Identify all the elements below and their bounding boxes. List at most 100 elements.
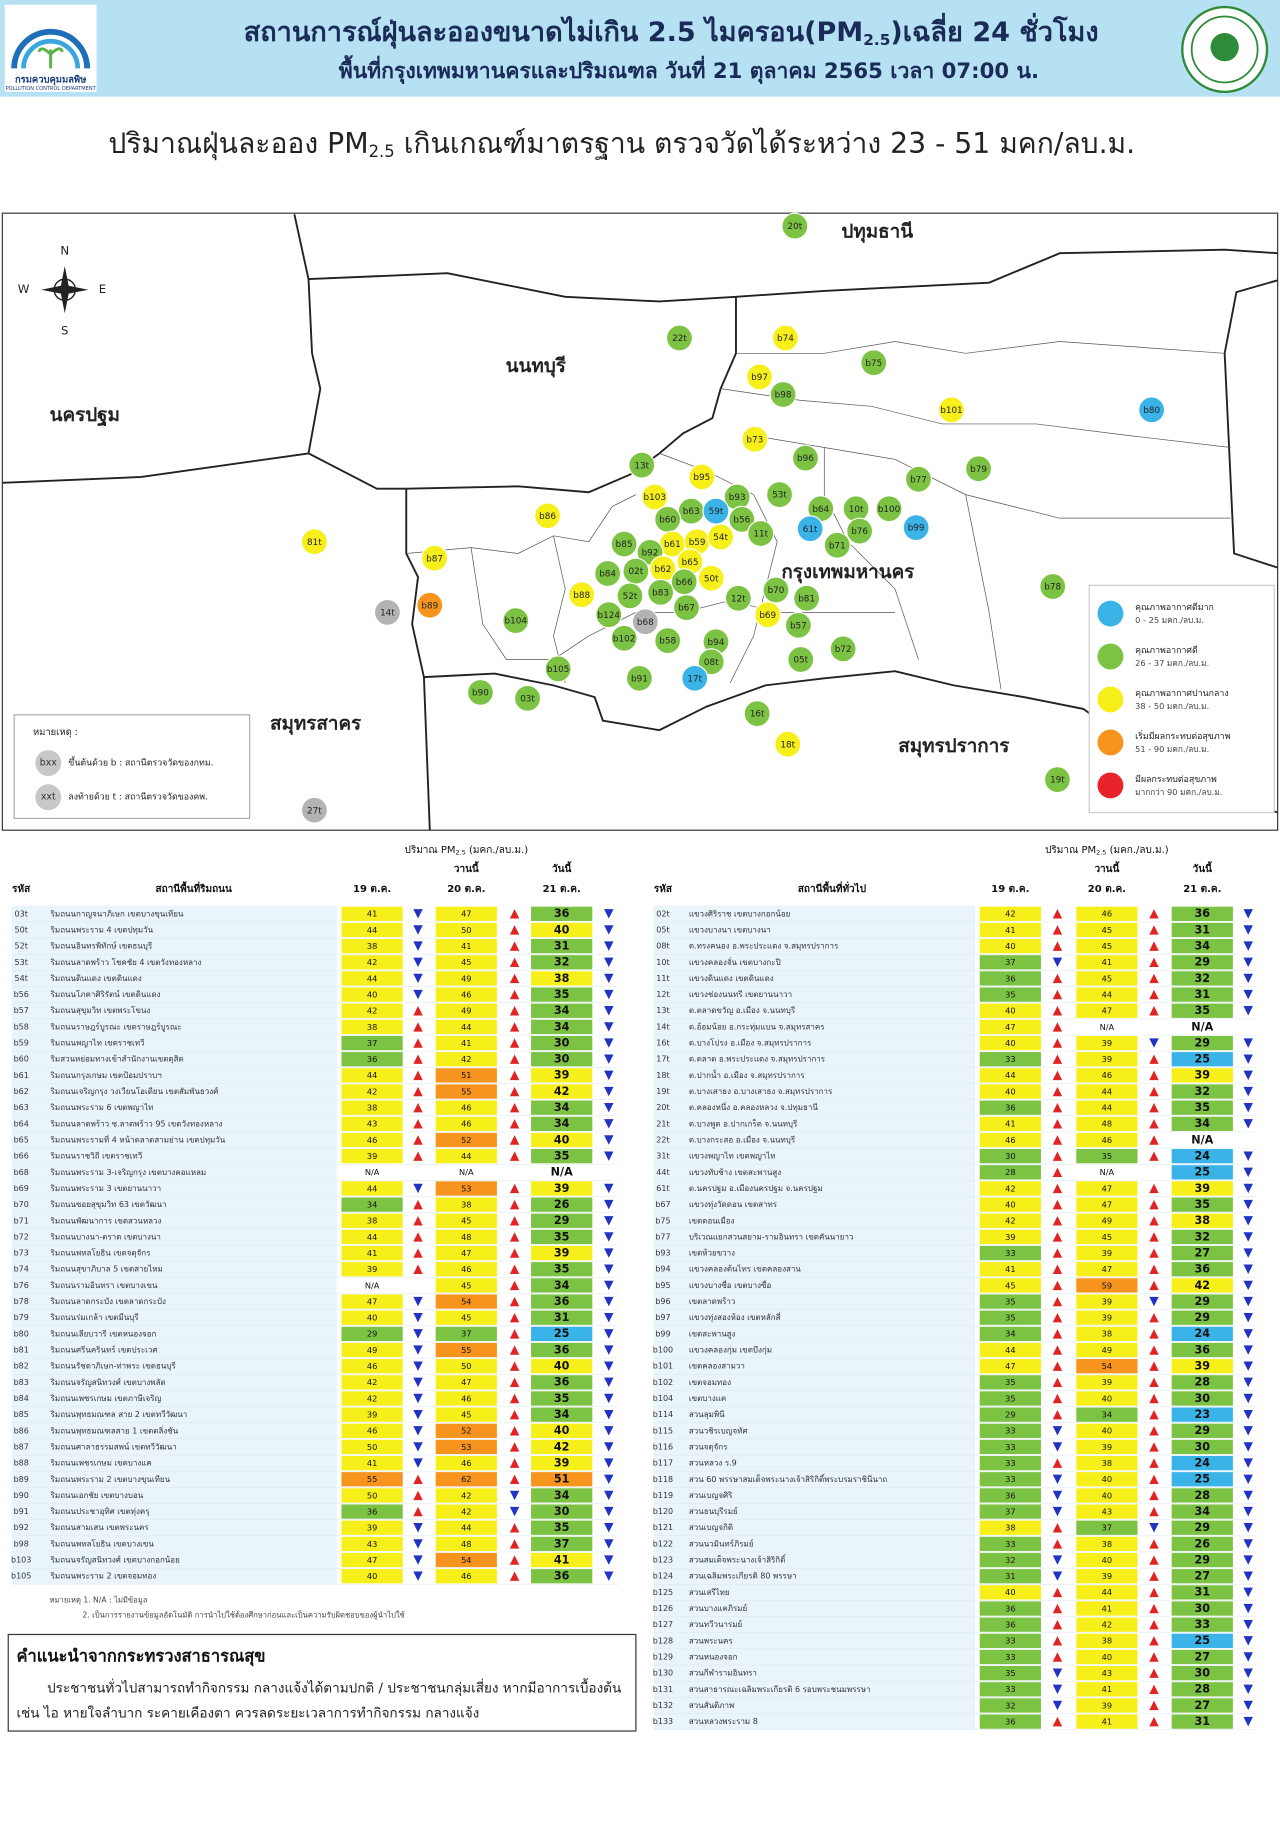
trend-down xyxy=(413,1296,423,1307)
trend-up xyxy=(1149,909,1159,919)
trend-up xyxy=(1052,1006,1063,1016)
station-name: แขวงทุ่งวัดดอน เขตสาทร xyxy=(689,1200,778,1209)
value-text: 42 xyxy=(367,1006,377,1016)
value-text: 46 xyxy=(461,989,471,999)
value-cell xyxy=(1076,1488,1138,1503)
station-name: สวนเบญจกิติ xyxy=(689,1523,733,1532)
value-text: 44 xyxy=(1102,1587,1112,1597)
value-text: 40 xyxy=(1005,941,1015,951)
value-cell xyxy=(435,922,497,938)
value-cell xyxy=(979,1520,1041,1535)
station-label: 18t xyxy=(780,740,795,750)
station-code: 10t xyxy=(656,958,669,967)
station-name: ริมถนนราชวิถี เขตราชเทวี xyxy=(50,1152,142,1161)
station-label: b84 xyxy=(599,570,616,580)
border xyxy=(423,670,1278,814)
value-cell xyxy=(341,1310,403,1325)
value-text: 35 xyxy=(1005,1296,1015,1306)
value-cell xyxy=(531,1326,593,1342)
value-text: 44 xyxy=(1102,989,1112,999)
value-text: 43 xyxy=(367,1539,377,1549)
station-label: 50t xyxy=(704,574,719,584)
measure-header-part: ปริมาณ PM xyxy=(404,845,455,856)
trend-up xyxy=(509,1296,520,1307)
value-cell xyxy=(1076,1181,1138,1196)
value-cell xyxy=(531,1342,593,1358)
value-text: 27 xyxy=(1195,1570,1211,1583)
station-marker xyxy=(420,544,449,572)
station-label: 81t xyxy=(307,538,322,548)
station-name: ริมถนนศาลาธรรมสพน์ เขตทวีวัฒนา xyxy=(50,1441,177,1451)
station-code: 54t xyxy=(15,974,28,983)
station-label: 59t xyxy=(709,507,724,517)
station-name: ริมถนนลาดกระบัง เขตลาดกระบัง xyxy=(50,1297,166,1306)
trend-up xyxy=(1052,1636,1063,1646)
title-subscript: 2.5 xyxy=(863,31,890,49)
trend-down xyxy=(1243,1119,1253,1129)
trend-up xyxy=(413,1490,423,1501)
value-cell xyxy=(435,1407,497,1422)
value-text: 34 xyxy=(554,1117,570,1130)
trend-up xyxy=(413,1086,423,1097)
station-code: 18t xyxy=(656,1071,669,1080)
value-cell xyxy=(341,1520,403,1535)
value-cell xyxy=(531,1116,593,1131)
trend-down xyxy=(1243,1474,1253,1484)
station-code: b72 xyxy=(14,1232,29,1241)
station-label: 10t xyxy=(849,505,864,515)
value-text: 24 xyxy=(1195,1327,1211,1340)
value-cell xyxy=(1171,1391,1233,1406)
value-cell xyxy=(1171,1666,1233,1681)
value-text: 46 xyxy=(1102,1070,1112,1080)
value-cell xyxy=(531,1439,593,1455)
value-cell xyxy=(1171,1633,1233,1648)
station-name: ริมถนนจรัญสนิทวงศ์ เขตบางพลัด xyxy=(50,1377,166,1387)
trend-up xyxy=(1149,1102,1159,1113)
value-cell xyxy=(1076,1682,1138,1697)
value-cell xyxy=(1076,971,1138,986)
station-name: ต.ทรงคนอง อ.พระประแดง จ.สมุทรปราการ xyxy=(689,942,839,951)
value-text: 39 xyxy=(367,1264,377,1274)
station-name: บริเวณแยกสวนสยาม-รามอินทรา เขตคันนายาว xyxy=(689,1232,854,1241)
station-code: b58 xyxy=(14,1022,29,1031)
value-text: 27 xyxy=(1195,1650,1211,1663)
station-code: b128 xyxy=(653,1636,673,1645)
station-label: b81 xyxy=(798,594,815,604)
station-code: b126 xyxy=(653,1604,673,1613)
value-text: 40 xyxy=(1102,1426,1112,1436)
trend-up xyxy=(1149,1652,1159,1662)
station-label: 20t xyxy=(787,222,802,232)
value-text: 36 xyxy=(554,907,570,920)
value-cell xyxy=(979,1359,1041,1374)
value-cell xyxy=(1076,1100,1138,1115)
value-cell xyxy=(341,1262,403,1277)
compass-letter: W xyxy=(18,282,30,296)
value-text: 33 xyxy=(1005,1652,1015,1662)
station-code: b64 xyxy=(14,1119,29,1128)
value-cell xyxy=(435,1068,497,1083)
value-text: 35 xyxy=(554,1392,570,1405)
station-marker xyxy=(875,495,903,523)
value-text: 42 xyxy=(1005,1183,1015,1193)
trend-up xyxy=(1149,989,1159,1000)
value-text: 39 xyxy=(1102,1296,1112,1306)
value-cell xyxy=(435,1520,497,1535)
value-text: 35 xyxy=(1005,1377,1015,1387)
map-note: หมายเหตุ : bxx ขึ้นต้นด้วย b : สถานีตรวจว… xyxy=(13,714,251,820)
value-text: 34 xyxy=(554,1408,570,1421)
station-name: เขตจอมทอง xyxy=(689,1378,731,1387)
value-text: 47 xyxy=(1005,1022,1015,1032)
trend-down xyxy=(604,1329,614,1339)
note-badge-label: bxx xyxy=(40,758,58,769)
station-label: 61t xyxy=(803,525,818,535)
trend-up xyxy=(509,1409,520,1420)
value-cell xyxy=(531,906,593,921)
station-code: b124 xyxy=(653,1572,673,1581)
value-text: 45 xyxy=(1102,1232,1112,1242)
value-text: 41 xyxy=(1005,925,1015,935)
trend-down xyxy=(1243,1636,1253,1646)
trend-down xyxy=(604,973,614,984)
station-label: b59 xyxy=(689,538,706,548)
value-cell xyxy=(1171,1181,1233,1196)
value-cell xyxy=(1076,1649,1138,1665)
